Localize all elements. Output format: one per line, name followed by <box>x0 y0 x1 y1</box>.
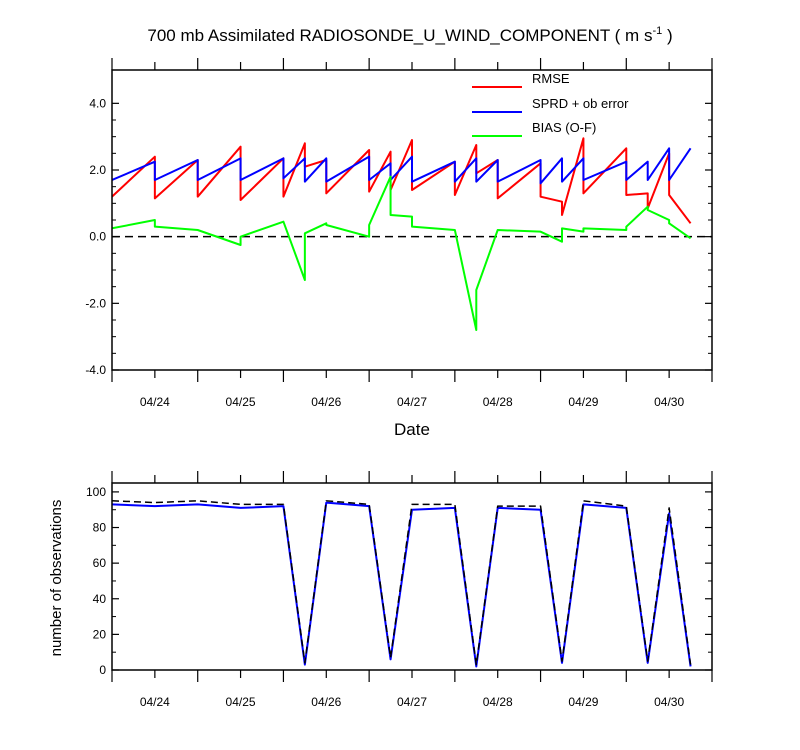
y-tick-label: -2.0 <box>85 296 106 310</box>
chart-title: 700 mb Assimilated RADIOSONDE_U_WIND_COM… <box>147 25 672 45</box>
x-tick-label: 04/25 <box>226 395 256 409</box>
y-tick-label: 20 <box>93 627 107 641</box>
solid-observations-series-line <box>112 501 692 668</box>
x-tick-label: 04/30 <box>654 395 684 409</box>
x-tick-label: 04/28 <box>483 695 513 709</box>
x-tick-label: 04/27 <box>397 695 427 709</box>
bias-o-f-series-line <box>112 175 692 331</box>
y-tick-label: 40 <box>93 592 107 606</box>
x-tick-label: 04/29 <box>568 395 598 409</box>
y-tick-label: -4.0 <box>85 363 106 377</box>
y-tick-label: 100 <box>86 485 106 499</box>
x-tick-label: 04/26 <box>311 395 341 409</box>
y-tick-label: 0 <box>99 663 106 677</box>
y-tick-label: 60 <box>93 556 107 570</box>
x-tick-label: 04/25 <box>226 695 256 709</box>
sprd-ob-error-series-line <box>112 147 692 185</box>
sprd-ob-error-legend-label: SPRD + ob error <box>532 96 629 111</box>
series-group <box>112 500 692 668</box>
y-tick-label: 4.0 <box>89 96 106 110</box>
x-tick-label: 04/27 <box>397 395 427 409</box>
top-axis-ticks: -4.0 -2.0 0.0 2.0 4.0 04/24 04/25 04/26 04/27 04/… <box>85 58 713 409</box>
dashed-observations-series-line <box>112 500 692 666</box>
top-legend: RMSE SPRD + ob error BIAS (O-F) <box>472 71 629 137</box>
x-tick-label: 04/26 <box>311 695 341 709</box>
y-tick-label: 0.0 <box>89 230 106 244</box>
x-tick-label: 04/28 <box>483 395 513 409</box>
x-tick-label: 04/24 <box>140 395 170 409</box>
bottom-panel: 0 20 40 60 80 100 04/24 04/25 04/26 04/27 04/28 04/… <box>48 471 713 709</box>
bottom-axis-ticks: 0 20 40 60 80 100 04/24 04/25 04/26 04/27 04/28 04/… <box>86 471 713 709</box>
bias-o-f-legend-label: BIAS (O-F) <box>532 120 596 135</box>
top-x-axis-label: Date <box>394 420 430 439</box>
x-tick-label: 04/24 <box>140 695 170 709</box>
y-tick-label: 2.0 <box>89 163 106 177</box>
top-panel: 700 mb Assimilated RADIOSONDE_U_WIND_COM… <box>85 25 713 439</box>
bottom-y-axis-label: number of observations <box>48 500 65 657</box>
x-tick-label: 04/30 <box>654 695 684 709</box>
x-tick-label: 04/29 <box>568 695 598 709</box>
y-tick-label: 80 <box>93 521 107 535</box>
rmse-series-line <box>112 137 692 224</box>
rmse-legend-label: RMSE <box>532 71 570 86</box>
series-group <box>112 137 712 331</box>
